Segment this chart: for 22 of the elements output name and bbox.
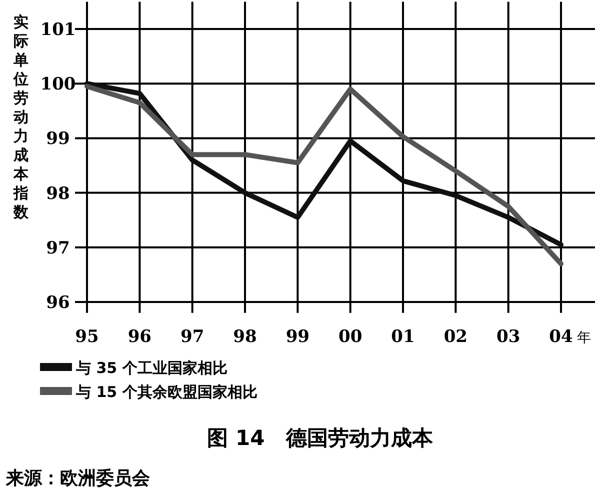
- x-axis-title: 年: [577, 330, 591, 346]
- y-tick-label: 97: [46, 238, 70, 258]
- text: 实际单位劳动力成本指数: [14, 13, 28, 221]
- legend-label: 与 35 个工业国家相比: [75, 359, 228, 377]
- y-tick-label: 99: [46, 129, 70, 150]
- source-note: 来源：欧洲委员会: [5, 468, 151, 489]
- xtick: 98: [233, 327, 257, 347]
- xtick: 00: [338, 327, 362, 347]
- xtick: 03: [496, 327, 520, 347]
- xtick: 96: [128, 327, 152, 347]
- xtick: 01: [391, 327, 415, 347]
- xtick: 99: [286, 327, 310, 347]
- y-tick-label: 100: [40, 74, 76, 95]
- y-tick-label: 98: [46, 184, 70, 204]
- xtick: 97: [180, 327, 204, 347]
- xtick: 02: [444, 327, 468, 347]
- y-tick-label: 101: [40, 20, 76, 40]
- xtick: 04: [549, 327, 573, 347]
- xtick: 95: [75, 327, 99, 347]
- text: 图 14 德国劳动力成本: [207, 426, 434, 450]
- legend-label: 与 15 个其余欧盟国家相比: [75, 383, 258, 401]
- y-tick-label: 96: [46, 293, 70, 313]
